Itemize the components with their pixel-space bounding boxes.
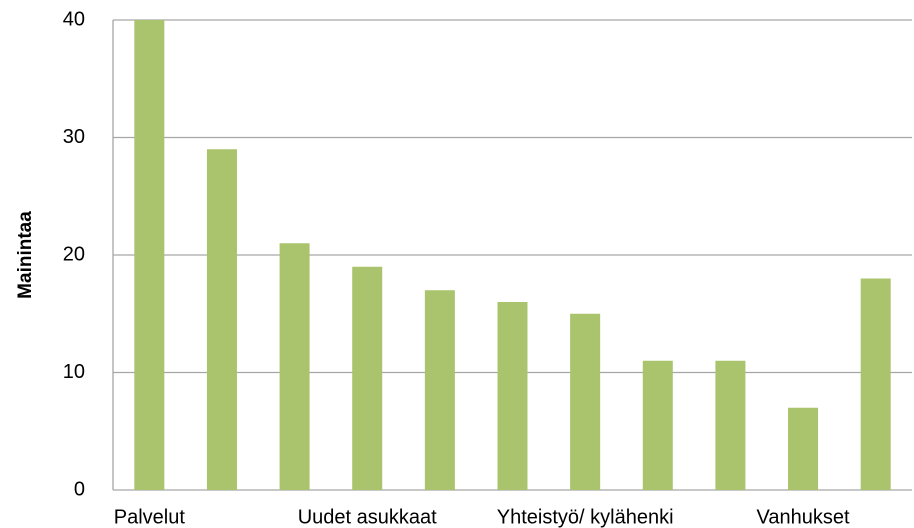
bar: [642, 360, 673, 490]
y-tick-label: 30: [63, 126, 85, 148]
y-axis-label: Mainintaa: [15, 211, 36, 299]
bar: [352, 266, 383, 490]
bar: [134, 20, 165, 490]
bar: [279, 243, 310, 490]
y-tick-label: 20: [63, 243, 85, 265]
bar: [424, 290, 455, 490]
bar: [788, 407, 819, 490]
y-tick-label: 0: [74, 478, 85, 500]
bar: [715, 360, 746, 490]
y-tick-label: 40: [63, 8, 85, 30]
x-tick-label: Vanhukset: [757, 506, 850, 528]
y-tick-label: 10: [63, 361, 85, 383]
bar: [860, 278, 891, 490]
x-tick-label: Palvelut: [114, 506, 186, 528]
bar: [497, 302, 528, 490]
bar: [570, 313, 601, 490]
x-tick-label: Yhteistyö/ kylähenki: [497, 506, 674, 528]
x-tick-label: Uudet asukkaat: [298, 506, 437, 528]
bar: [206, 149, 237, 490]
